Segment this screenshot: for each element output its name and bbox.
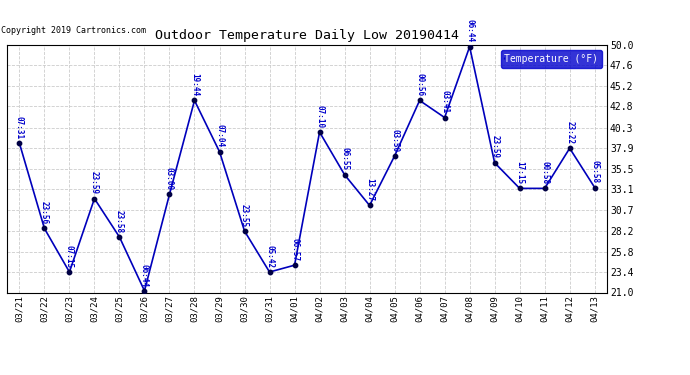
Point [164, 191, 175, 197]
Point [439, 114, 450, 120]
Text: 03:50: 03:50 [390, 129, 399, 152]
Text: 23:56: 23:56 [40, 201, 49, 224]
Text: 17:15: 17:15 [515, 161, 524, 184]
Point [314, 129, 325, 135]
Point [39, 225, 50, 231]
Point [139, 288, 150, 294]
Title: Outdoor Temperature Daily Low 20190414: Outdoor Temperature Daily Low 20190414 [155, 30, 459, 42]
Text: 07:04: 07:04 [215, 124, 224, 147]
Point [339, 172, 350, 178]
Point [264, 269, 275, 275]
Text: 00:56: 00:56 [415, 73, 424, 96]
Text: 23:59: 23:59 [90, 171, 99, 195]
Point [414, 98, 425, 104]
Point [114, 234, 125, 240]
Point [389, 153, 400, 159]
Text: 23:58: 23:58 [115, 210, 124, 233]
Point [514, 185, 525, 191]
Text: 03:00: 03:00 [165, 167, 174, 190]
Text: 06:44: 06:44 [465, 20, 474, 42]
Text: 00:58: 00:58 [540, 161, 549, 184]
Text: 05:58: 05:58 [590, 160, 599, 183]
Point [539, 185, 550, 191]
Point [589, 184, 600, 190]
Text: 03:41: 03:41 [440, 90, 449, 113]
Point [239, 228, 250, 234]
Text: 06:44: 06:44 [140, 264, 149, 286]
Text: 06:57: 06:57 [290, 238, 299, 261]
Text: 23:59: 23:59 [490, 135, 499, 159]
Point [14, 140, 25, 146]
Text: 07:10: 07:10 [315, 105, 324, 128]
Point [364, 202, 375, 208]
Point [189, 98, 200, 104]
Point [464, 44, 475, 50]
Text: 23:22: 23:22 [565, 121, 574, 144]
Text: 06:55: 06:55 [340, 147, 349, 171]
Text: 13:27: 13:27 [365, 178, 374, 201]
Text: 05:42: 05:42 [265, 245, 274, 268]
Point [214, 148, 225, 154]
Point [289, 262, 300, 268]
Point [64, 269, 75, 275]
Text: 07:15: 07:15 [65, 245, 74, 268]
Point [564, 145, 575, 151]
Text: 23:55: 23:55 [240, 204, 249, 227]
Legend: Temperature (°F): Temperature (°F) [500, 50, 602, 68]
Point [89, 196, 100, 202]
Point [489, 160, 500, 166]
Text: 07:31: 07:31 [15, 116, 24, 139]
Text: Copyright 2019 Cartronics.com: Copyright 2019 Cartronics.com [1, 26, 146, 35]
Text: 19:44: 19:44 [190, 73, 199, 96]
